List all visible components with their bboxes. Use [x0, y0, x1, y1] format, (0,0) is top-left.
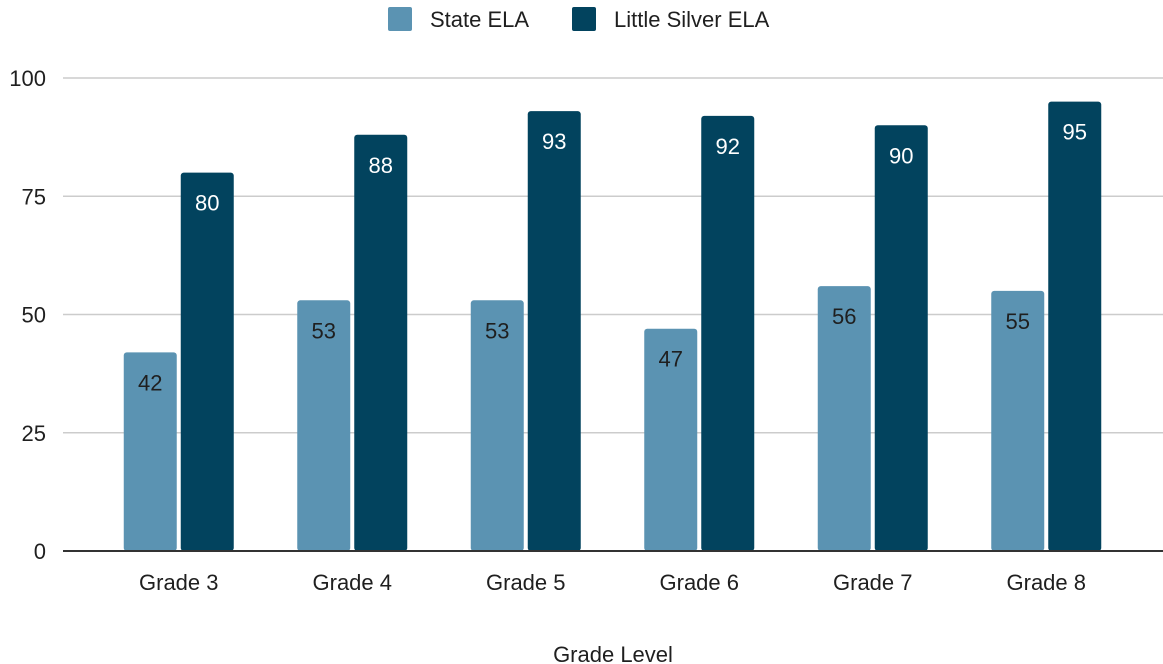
- bars: [123, 101, 1102, 552]
- legend-label: Little Silver ELA: [614, 7, 770, 32]
- x-tick-label: Grade 4: [313, 570, 393, 595]
- y-tick-label: 25: [22, 421, 46, 446]
- y-tick-label: 0: [34, 539, 46, 564]
- gridlines: [63, 77, 1163, 434]
- data-label: 53: [312, 318, 336, 343]
- bar-little-silver-ela: [180, 172, 234, 551]
- data-label: 56: [832, 304, 856, 329]
- y-tick-label: 75: [22, 184, 46, 209]
- bar-little-silver-ela: [354, 134, 408, 551]
- x-tick-label: Grade 7: [833, 570, 913, 595]
- bar-little-silver-ela: [527, 111, 581, 552]
- data-label: 55: [1006, 309, 1030, 334]
- data-label: 90: [889, 143, 913, 168]
- data-label: 47: [659, 347, 683, 372]
- x-axis-ticks: Grade 3 Grade 4 Grade 5 Grade 6 Grade 7 Grade…: [139, 570, 1086, 595]
- data-label: 88: [369, 153, 393, 178]
- bar-labels: 42 80 53 88 53 93 47 92 56 90 55 95: [138, 120, 1087, 396]
- legend-swatch: [572, 7, 596, 31]
- bar-state-ela: [991, 290, 1045, 551]
- legend-label: State ELA: [430, 7, 529, 32]
- data-label: 95: [1063, 120, 1087, 145]
- bar-state-ela: [644, 328, 698, 551]
- legend-swatch: [388, 7, 412, 31]
- x-tick-label: Grade 8: [1007, 570, 1087, 595]
- x-tick-label: Grade 3: [139, 570, 219, 595]
- data-label: 53: [485, 318, 509, 343]
- data-label: 80: [195, 191, 219, 216]
- x-tick-label: Grade 5: [486, 570, 566, 595]
- data-label: 42: [138, 370, 162, 395]
- bar-state-ela: [817, 286, 871, 551]
- bar-state-ela: [470, 300, 524, 551]
- bar-little-silver-ela: [1048, 101, 1102, 552]
- x-tick-label: Grade 6: [660, 570, 740, 595]
- data-label: 93: [542, 129, 566, 154]
- bar-little-silver-ela: [874, 125, 928, 552]
- x-axis-title: Grade Level: [553, 642, 673, 664]
- data-label: 92: [716, 134, 740, 159]
- y-axis-ticks: 0 25 50 75 100: [9, 66, 46, 564]
- y-tick-label: 100: [9, 66, 46, 91]
- bar-little-silver-ela: [701, 115, 755, 551]
- bar-state-ela: [123, 352, 177, 551]
- y-tick-label: 50: [22, 303, 46, 328]
- legend: State ELA Little Silver ELA: [388, 7, 770, 32]
- bar-state-ela: [297, 300, 351, 551]
